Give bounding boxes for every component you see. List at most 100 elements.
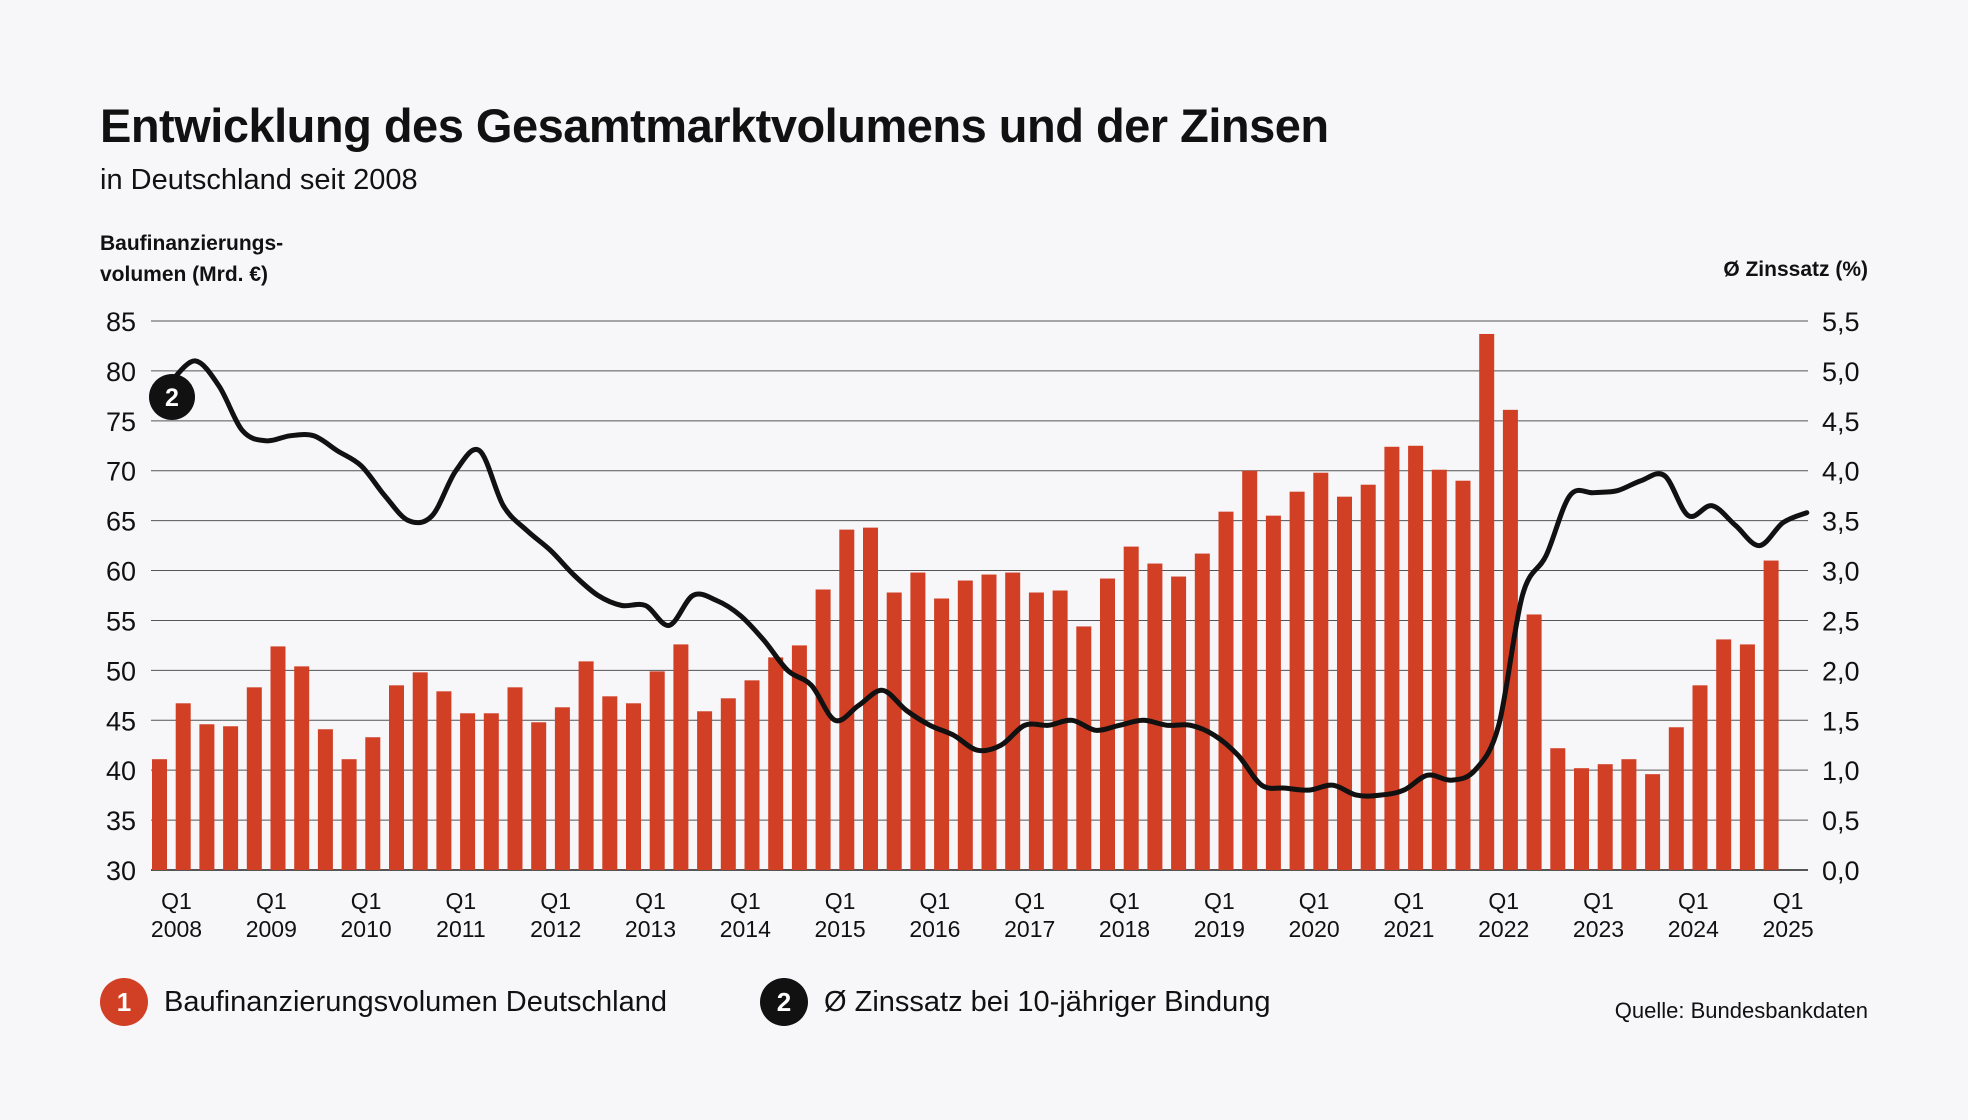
y-tick-label-left: 55 [106, 606, 136, 636]
legend-item-interest: 2 Ø Zinssatz bei 10-jähriger Bindung [760, 978, 1271, 1026]
legend-label-interest: Ø Zinssatz bei 10-jähriger Bindung [824, 985, 1271, 1018]
legend-item-volume: 1 Baufinanzierungsvolumen Deutschland [100, 978, 667, 1026]
bar [1337, 496, 1352, 870]
line-badge-number: 2 [165, 384, 179, 412]
bar [1668, 727, 1684, 870]
bar [1763, 560, 1779, 870]
bar [1076, 626, 1092, 870]
bar [744, 680, 760, 870]
y-tick-label-right: 5,0 [1822, 357, 1860, 387]
y-tick-label-right: 5,5 [1822, 307, 1860, 337]
bar [389, 685, 404, 870]
y-tick-label-left: 50 [106, 656, 136, 686]
y-tick-label-right: 1,5 [1822, 706, 1860, 736]
y-tick-label-right: 4,5 [1822, 407, 1860, 437]
bar [1739, 644, 1755, 870]
x-tick-label-quarter: Q1 [1773, 888, 1804, 914]
legend-label-volume: Baufinanzierungsvolumen Deutschland [164, 985, 667, 1018]
y-tick-label-left: 45 [106, 706, 136, 736]
bar [1028, 592, 1044, 870]
axis-labels: 30 0,0 35 0,5 40 1,0 45 1,5 50 2,0 55 2,5 60 3,0 65 3,5… [106, 307, 1860, 942]
bar [886, 592, 902, 870]
x-tick-label-quarter: Q1 [1014, 888, 1045, 914]
x-tick-label-year: 2015 [815, 916, 866, 942]
bar [910, 572, 926, 870]
y-tick-label-right: 1,0 [1822, 756, 1860, 786]
bar [1384, 446, 1400, 870]
bar [957, 580, 973, 870]
interest-rate-line [169, 358, 1810, 799]
bar [1716, 639, 1732, 870]
x-tick-label-year: 2009 [246, 916, 297, 942]
x-tick-label-year: 2008 [151, 916, 202, 942]
bar [697, 711, 713, 870]
x-tick-label-quarter: Q1 [825, 888, 856, 914]
y-tick-label-left: 35 [106, 806, 136, 836]
y-tick-label-left: 80 [106, 357, 136, 387]
y-tick-label-right: 2,0 [1822, 656, 1860, 686]
y-tick-label-right: 3,0 [1822, 557, 1860, 587]
bar [1313, 472, 1329, 870]
bar [1455, 480, 1471, 870]
y-tick-label-right: 2,5 [1822, 606, 1860, 636]
bar [223, 726, 239, 870]
right-axis-title: Ø Zinssatz (%) [1723, 258, 1868, 281]
bar [1123, 546, 1139, 870]
bar [1005, 572, 1021, 870]
legend-badge-1: 1 [100, 978, 148, 1026]
bar [1218, 511, 1234, 870]
bar [1052, 590, 1068, 870]
bar [934, 598, 950, 870]
x-tick-label-year: 2020 [1289, 916, 1340, 942]
bar [294, 666, 310, 870]
line-badge [149, 374, 195, 420]
x-tick-label-year: 2021 [1383, 916, 1434, 942]
x-tick-label-year: 2013 [625, 916, 676, 942]
bar [412, 672, 428, 870]
x-tick-label-quarter: Q1 [446, 888, 477, 914]
bar [531, 722, 547, 870]
bar [1360, 484, 1376, 870]
bar [1692, 685, 1708, 870]
x-tick-label-quarter: Q1 [1488, 888, 1519, 914]
bar [1502, 409, 1518, 870]
left-axis-title: Baufinanzierungs- volumen (Mrd. €) [100, 228, 283, 290]
bar [1431, 469, 1447, 870]
bar [1289, 491, 1305, 870]
y-tick-label-right: 3,5 [1822, 507, 1860, 537]
bar [1408, 445, 1424, 870]
bar [649, 671, 665, 870]
x-tick-label-year: 2025 [1763, 916, 1814, 942]
bar [981, 574, 997, 870]
left-axis-title-line1: Baufinanzierungs- [100, 232, 284, 255]
x-tick-label-quarter: Q1 [1583, 888, 1614, 914]
line-series: 2 [149, 358, 1810, 799]
bar [578, 661, 594, 870]
bar [460, 713, 476, 870]
bar [246, 687, 262, 870]
bar [1147, 563, 1163, 870]
bar [1526, 614, 1542, 870]
bar [554, 707, 570, 870]
bar [1597, 764, 1613, 870]
x-tick-label-year: 2023 [1573, 916, 1624, 942]
x-tick-label-quarter: Q1 [1204, 888, 1235, 914]
x-tick-label-year: 2022 [1478, 916, 1529, 942]
bar [1550, 748, 1566, 870]
x-tick-label-year: 2012 [530, 916, 581, 942]
page-title: Entwicklung des Gesamtmarktvolumens und … [100, 99, 1329, 152]
legend-badge-2: 2 [760, 978, 808, 1026]
bar [626, 703, 641, 870]
x-tick-label-quarter: Q1 [161, 888, 192, 914]
bar [1100, 578, 1115, 870]
y-tick-label-left: 40 [106, 756, 136, 786]
x-tick-label-quarter: Q1 [256, 888, 287, 914]
bar [1265, 515, 1281, 870]
x-tick-label-quarter: Q1 [540, 888, 571, 914]
x-tick-label-year: 2014 [720, 916, 771, 942]
bar [199, 724, 215, 870]
x-tick-label-year: 2016 [909, 916, 960, 942]
page-subtitle: in Deutschland seit 2008 [100, 164, 418, 196]
bar [791, 645, 807, 870]
y-tick-label-left: 60 [106, 557, 136, 587]
